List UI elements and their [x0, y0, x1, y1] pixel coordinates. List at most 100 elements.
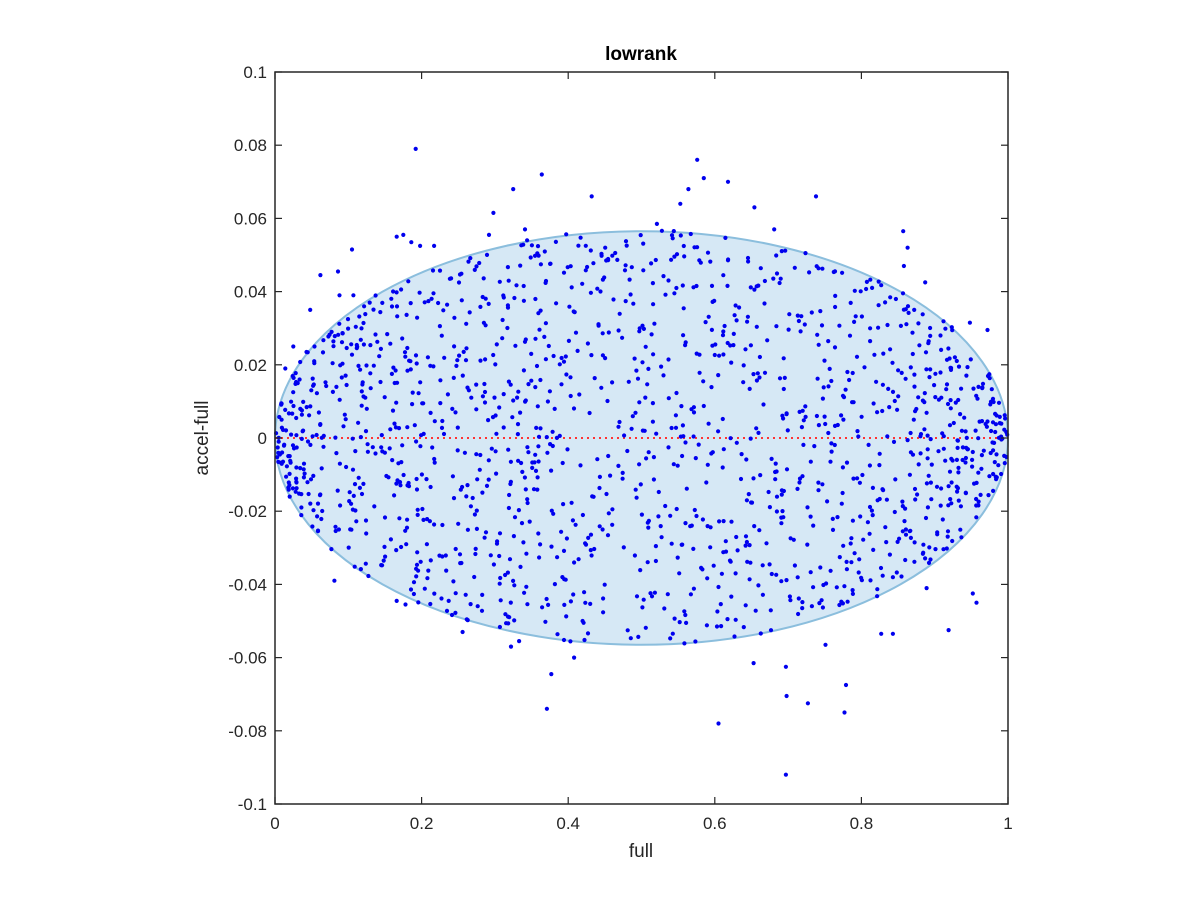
scatter-point — [368, 386, 373, 391]
scatter-point — [663, 503, 668, 509]
scatter-point — [291, 403, 296, 409]
scatter-point — [563, 354, 568, 359]
scatter-point — [900, 291, 906, 296]
scatter-point — [606, 511, 611, 516]
scatter-point — [382, 544, 387, 550]
scatter-point — [888, 347, 893, 352]
scatter-point — [533, 385, 538, 390]
scatter-point — [709, 327, 715, 332]
scatter-point — [441, 308, 446, 313]
scatter-point — [321, 444, 326, 449]
scatter-point — [501, 293, 506, 298]
scatter-point — [475, 477, 480, 482]
scatter-point — [383, 554, 388, 559]
scatter-point — [401, 472, 406, 478]
scatter-point — [318, 422, 323, 427]
scatter-point — [897, 536, 902, 541]
scatter-point — [842, 710, 847, 715]
scatter-point — [459, 298, 464, 303]
scatter-point — [679, 542, 684, 547]
scatter-point — [346, 545, 351, 550]
scatter-point — [960, 445, 966, 450]
scatter-point — [475, 604, 480, 609]
scatter-point — [508, 459, 513, 464]
scatter-point — [956, 470, 961, 475]
scatter-point — [578, 463, 583, 468]
scatter-point — [349, 247, 355, 252]
scatter-point — [880, 408, 885, 414]
scatter-point — [503, 572, 508, 578]
scatter-point — [510, 578, 516, 584]
scatter-point — [352, 564, 357, 569]
scatter-point — [949, 501, 954, 506]
scatter-point — [640, 360, 645, 365]
scatter-point — [661, 274, 666, 279]
scatter-point — [954, 457, 960, 462]
scatter-point — [407, 358, 412, 363]
scatter-point — [512, 515, 518, 520]
scatter-point — [709, 385, 714, 390]
scatter-point — [941, 547, 946, 552]
scatter-point — [522, 475, 528, 480]
scatter-point — [739, 452, 744, 457]
scatter-point — [291, 390, 296, 395]
scatter-point — [277, 414, 282, 420]
scatter-point — [716, 373, 721, 378]
scatter-point — [989, 387, 994, 392]
scatter-point — [952, 355, 958, 360]
scatter-point — [659, 228, 665, 233]
scatter-point — [670, 631, 675, 636]
scatter-point — [315, 514, 320, 519]
scatter-point — [582, 590, 587, 595]
scatter-point — [744, 539, 750, 545]
scatter-point — [535, 475, 540, 480]
scatter-point — [424, 477, 429, 482]
scatter-point — [539, 172, 544, 177]
scatter-point — [628, 636, 633, 641]
scatter-point — [555, 632, 560, 637]
scatter-point — [925, 505, 931, 510]
scatter-point — [748, 560, 753, 565]
scatter-point — [710, 450, 715, 455]
scatter-point — [725, 283, 730, 288]
scatter-point — [515, 395, 520, 400]
scatter-point — [927, 545, 932, 550]
scatter-point — [537, 555, 542, 560]
scatter-point — [294, 465, 299, 470]
scatter-point — [903, 557, 908, 563]
scatter-point — [786, 327, 791, 332]
scatter-point — [525, 500, 530, 506]
scatter-point — [425, 576, 430, 581]
scatter-point — [901, 307, 907, 312]
scatter-point — [358, 567, 363, 572]
scatter-point — [360, 382, 365, 387]
scatter-point — [796, 596, 801, 601]
scatter-point — [538, 426, 543, 431]
scatter-point — [641, 326, 647, 331]
scatter-point — [364, 531, 369, 536]
scatter-point — [814, 413, 820, 419]
scatter-point — [536, 253, 541, 258]
scatter-point — [956, 498, 961, 503]
scatter-point — [576, 557, 581, 562]
scatter-point — [681, 306, 686, 311]
scatter-point — [521, 368, 527, 373]
scatter-point — [683, 521, 688, 526]
scatter-point — [472, 574, 477, 580]
y-tick-label: -0.04 — [228, 575, 267, 594]
scatter-point — [999, 471, 1004, 477]
scatter-point — [481, 276, 486, 281]
scatter-point — [784, 578, 789, 583]
scatter-point — [910, 351, 915, 357]
scatter-point — [494, 342, 499, 347]
scatter-point — [311, 382, 316, 387]
scatter-point — [280, 459, 286, 464]
scatter-point — [680, 283, 685, 288]
scatter-point — [388, 427, 393, 432]
scatter-point — [438, 401, 443, 406]
scatter-point — [964, 373, 969, 378]
scatter-point — [768, 628, 774, 633]
scatter-point — [566, 338, 572, 343]
scatter-point — [978, 492, 983, 497]
scatter-point — [848, 300, 853, 305]
